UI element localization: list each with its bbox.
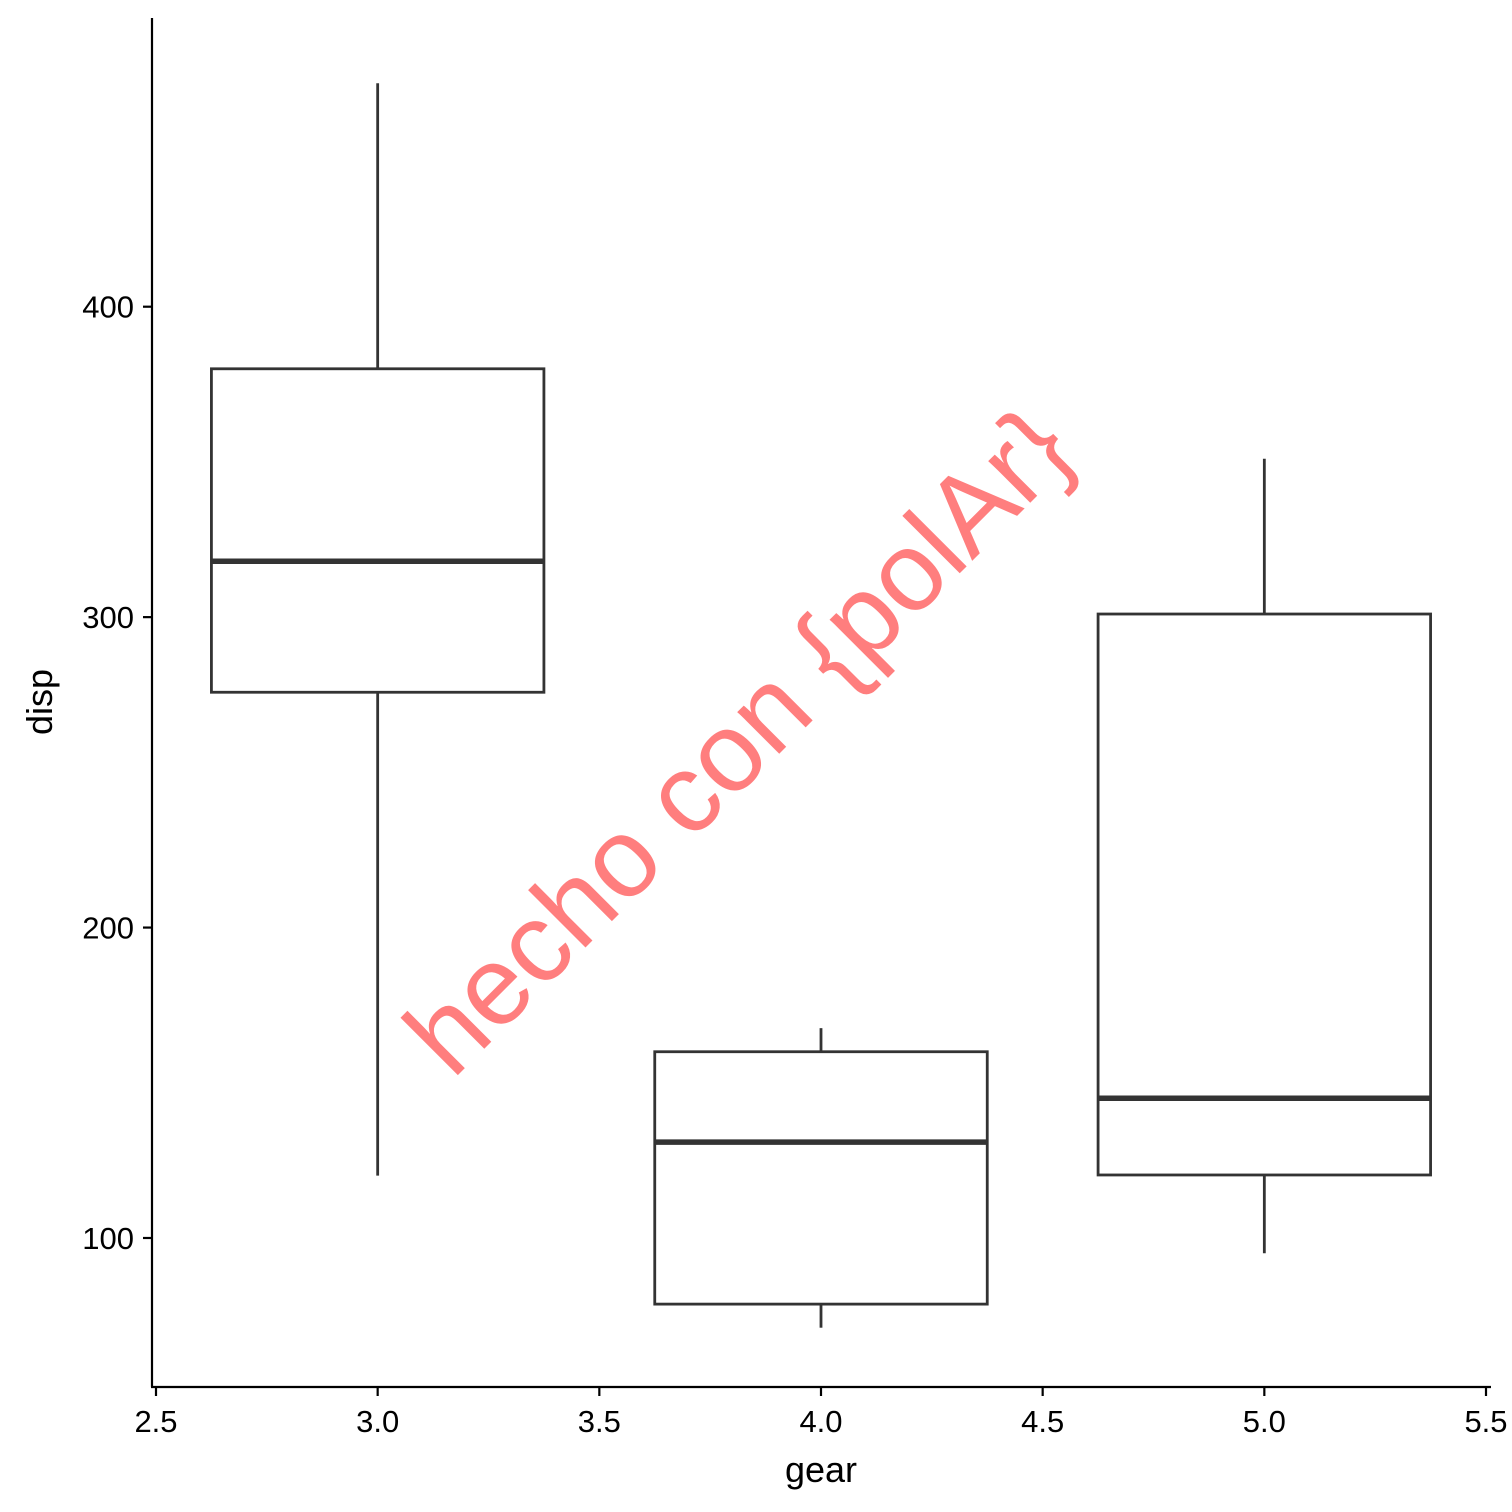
box-iqr [1096,612,1432,1177]
x-tick-label: 3.0 [356,1404,399,1439]
box-iqr [210,367,546,694]
x-tick-label: 2.5 [134,1404,177,1439]
y-tick-label: 100 [82,1221,134,1256]
x-axis-ticks: 2.5 3.0 3.5 4.0 4.5 5.0 5.5 [134,1387,1508,1439]
x-tick-label: 3.5 [578,1404,621,1439]
x-tick-label: 4.5 [1021,1404,1064,1439]
x-axis-title: gear [785,1449,857,1490]
box-group [653,1028,989,1328]
y-tick-label: 300 [82,600,134,635]
box-iqr [653,1050,989,1306]
box-group [210,83,546,1176]
y-tick-label: 400 [82,290,134,325]
box-group [1096,458,1432,1254]
y-axis-title: disp [19,669,60,735]
boxes-layer [210,83,1432,1328]
x-tick-label: 5.5 [1464,1404,1507,1439]
y-axis-ticks: 100 200 300 400 [82,290,152,1256]
y-tick-label: 200 [82,911,134,946]
x-tick-label: 4.0 [799,1404,842,1439]
x-tick-label: 5.0 [1243,1404,1286,1439]
